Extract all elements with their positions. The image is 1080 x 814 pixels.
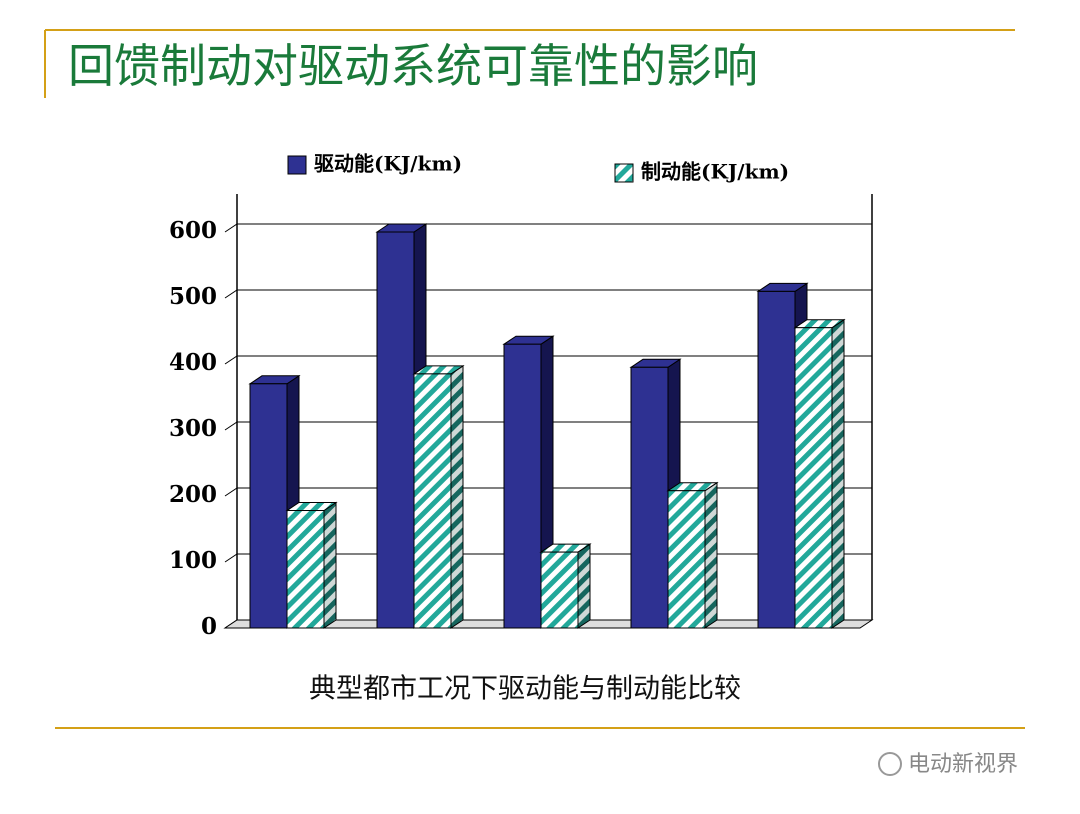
y-tick-label: 300 xyxy=(169,415,217,442)
y-tick-label: 0 xyxy=(201,613,217,640)
slide-title: 回馈制动对驱动系统可靠性的影响 xyxy=(68,39,758,93)
bar xyxy=(757,290,796,629)
bar xyxy=(794,327,833,629)
bar xyxy=(413,373,452,629)
chart: 0 100 200 300 400 500 600 驱动能(KJ/km) 制动能(KJ/km) xyxy=(169,152,874,640)
grid-line xyxy=(224,355,872,365)
bar-side xyxy=(323,501,337,629)
bar xyxy=(376,231,415,629)
bar xyxy=(667,490,706,629)
bar xyxy=(286,510,325,629)
bar-side xyxy=(831,318,845,629)
bar xyxy=(249,383,288,629)
legend-label: 制动能(KJ/km) xyxy=(641,160,789,184)
legend-swatch xyxy=(614,163,634,183)
bar-side xyxy=(577,543,591,629)
bar xyxy=(540,551,579,629)
y-tick-label: 500 xyxy=(169,283,217,310)
caption: 典型都市工况下驱动能与制动能比较 xyxy=(309,674,741,705)
bar xyxy=(630,366,669,629)
bar-side xyxy=(450,364,464,629)
bar-side xyxy=(704,481,718,629)
grid-line xyxy=(224,289,872,299)
y-tick-label: 100 xyxy=(169,547,217,574)
y-tick-label: 200 xyxy=(169,481,217,508)
grid-line xyxy=(224,223,872,233)
legend-label: 驱动能(KJ/km) xyxy=(314,152,462,176)
legend-swatch xyxy=(287,155,307,175)
watermark: 电动新视界 xyxy=(908,752,1018,777)
y-tick-label: 600 xyxy=(169,217,217,244)
bar xyxy=(503,343,542,629)
watermark-icon xyxy=(878,752,902,776)
y-tick-label: 400 xyxy=(169,349,217,376)
